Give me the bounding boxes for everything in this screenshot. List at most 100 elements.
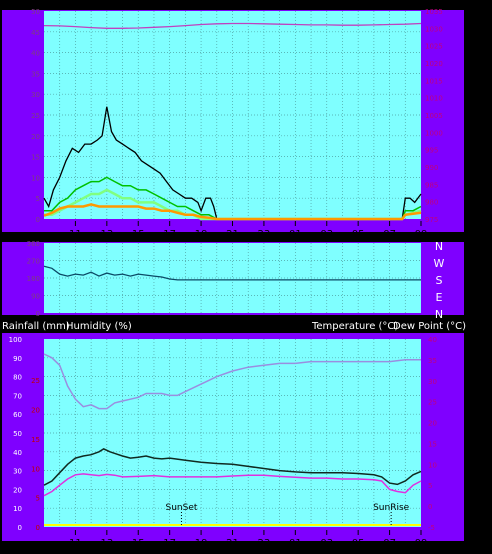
rain-y-tick-label: 25: [31, 377, 40, 385]
dewpoint-line: [43, 473, 422, 497]
humidity-y-tick-label: 10: [13, 505, 22, 513]
barometer-y-tick-label: 980: [425, 199, 438, 207]
barometer-y-tick-label: 1005: [425, 112, 443, 120]
wind-y-tick-label: 15: [31, 154, 40, 162]
wind-x-tick-label: 11: [69, 229, 82, 240]
temp-x-tick-label: 05: [352, 538, 365, 549]
humidity-y-tick-label: 0: [18, 524, 22, 532]
humidity-y-tick-label: 100: [9, 336, 22, 344]
direction-y-tick-label: 270: [27, 258, 40, 266]
barometer-y-tick-label: 985: [425, 181, 438, 189]
wind-low-line: [43, 203, 422, 221]
sun-event-label: SunRise: [373, 503, 410, 513]
chart-title: 24 hour graph day : 25 August 2020: [172, 0, 355, 11]
barometer-y-tick-label: 1020: [425, 60, 443, 68]
direction-y-tick-label: 0: [36, 310, 40, 318]
barometer-y-tick-label: 1000: [425, 129, 443, 137]
data-series: [43, 22, 422, 527]
compass-label: S: [436, 274, 443, 287]
wind-y-tick-label: 0: [36, 216, 40, 224]
wind-x-tick-label: 23: [258, 229, 271, 240]
dewpoint-axis-label: Dew Point (°C): [393, 321, 467, 332]
compass-label: W: [434, 257, 445, 270]
temp-x-tick-label: 21: [226, 538, 239, 549]
temperature-y-tick-label: -5: [428, 524, 435, 532]
rain-y-tick-label: 20: [31, 407, 40, 415]
temperature-y-tick-label: 15: [428, 440, 437, 448]
wind-y-tick-label: 40: [31, 50, 40, 58]
temperature-y-tick-label: 25: [428, 399, 437, 407]
humidity-y-tick-label: 70: [13, 392, 22, 400]
temperature-y-tick-label: 35: [428, 357, 437, 365]
wind-y-tick-label: 35: [31, 70, 40, 78]
wind-x-tick-label: 13: [100, 229, 113, 240]
humidity-y-tick-label: 50: [13, 430, 22, 438]
windspeed-axis-label: Windspeed (kph): [33, 0, 118, 11]
wind-y-tick-label: 5: [36, 195, 40, 203]
barometer-y-tick-label: 1010: [425, 95, 443, 103]
temp-x-tick-label: 13: [100, 538, 113, 549]
compass-label: N: [435, 308, 443, 321]
barometer-y-tick-label: 1030: [425, 25, 443, 33]
rain-y-tick-label: 5: [36, 495, 40, 503]
temperature-axis-label: Temperature (°C): [312, 321, 399, 332]
axis-labels: 0510152025303540455097598098599099510001…: [9, 8, 445, 549]
wind-pressure-plot-area: [44, 11, 421, 219]
temp-x-tick-label: 01: [289, 538, 302, 549]
rain-y-tick-label: 0: [36, 524, 40, 532]
temp-x-tick-label: 09: [415, 538, 428, 549]
humidity-line: [43, 353, 421, 410]
barometer-y-tick-label: 1035: [425, 8, 443, 16]
direction-y-tick-label: 90: [31, 293, 40, 301]
direction-y-tick-label: 180: [27, 275, 40, 283]
humidity-y-tick-label: 30: [13, 468, 22, 476]
humidity-y-tick-label: 80: [13, 374, 22, 382]
wind-x-tick-label: 21: [226, 229, 239, 240]
rain-y-tick-label: 15: [31, 436, 40, 444]
wind-y-tick-label: 10: [31, 174, 40, 182]
humidity-axis-label: Humidity (%): [66, 321, 132, 332]
wind-y-tick-label: 45: [31, 29, 40, 37]
wind-x-tick-label: 17: [163, 229, 176, 240]
humidity-y-tick-label: 20: [13, 486, 22, 494]
temp-x-tick-label: 19: [195, 538, 208, 549]
compass-label: N: [435, 240, 443, 253]
wind-x-tick-label: 07: [383, 229, 396, 240]
sun-event-label: SunSet: [165, 503, 197, 513]
temp-x-tick-label: 07: [383, 538, 396, 549]
temperature-y-tick-label: 40: [428, 336, 437, 344]
barometer-axis-label: Barometer (hpa): [370, 0, 453, 11]
wind-y-tick-label: 50: [31, 8, 40, 16]
wind-x-tick-label: 03: [320, 229, 333, 240]
wind-x-tick-label: 09: [415, 229, 428, 240]
humidity-y-tick-label: 40: [13, 449, 22, 457]
wind-gust-line: [43, 106, 422, 220]
wind-y-tick-label: 20: [31, 133, 40, 141]
humidity-y-tick-label: 60: [13, 411, 22, 419]
wind-x-tick-label: 05: [352, 229, 365, 240]
wind-direction-line: [43, 265, 421, 281]
temp-x-tick-label: 23: [258, 538, 271, 549]
compass-label: E: [436, 291, 443, 304]
temperature-y-tick-label: 10: [428, 461, 437, 469]
wind-direction-plot-area: [44, 243, 421, 313]
temp-x-tick-label: 11: [69, 538, 82, 549]
temperature-y-tick-label: 30: [428, 378, 437, 386]
rainfall-axis-label: Rainfall (mm): [2, 321, 70, 332]
wind-x-tick-label: 15: [132, 229, 145, 240]
barometer-line: [43, 22, 422, 29]
grid-lines: [44, 11, 421, 527]
temperature-y-tick-label: 0: [428, 503, 432, 511]
wind-y-tick-label: 25: [31, 112, 40, 120]
temp-x-tick-label: 15: [132, 538, 145, 549]
wind-x-tick-label: 19: [195, 229, 208, 240]
temperature-y-tick-label: 5: [428, 482, 432, 490]
temp-x-tick-label: 03: [320, 538, 333, 549]
direction-y-tick-label: 360: [27, 240, 40, 248]
temp-x-tick-label: 17: [163, 538, 176, 549]
wind-y-tick-label: 30: [31, 91, 40, 99]
barometer-y-tick-label: 975: [425, 216, 438, 224]
barometer-y-tick-label: 1025: [425, 43, 443, 51]
rain-y-tick-label: 10: [31, 465, 40, 473]
